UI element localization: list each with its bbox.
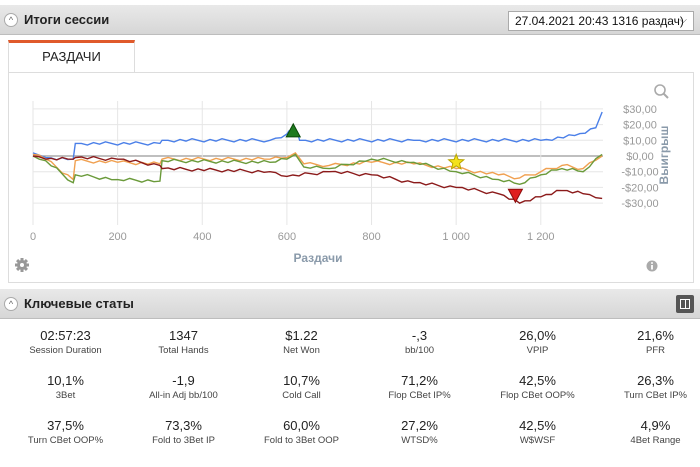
series-line <box>32 155 603 204</box>
stat-cell: 42,5% W$WSF <box>479 418 596 446</box>
stat-cell: 60,0% Fold to 3Bet OOP <box>243 418 360 446</box>
stat-value: 42,5% <box>519 418 556 433</box>
max-marker-triangle-up <box>285 122 302 138</box>
stat-cell: -,3 bb/100 <box>361 328 478 356</box>
stat-cell: 42,5% Flop CBet OOP% <box>479 373 596 401</box>
key-stats-title: Ключевые статы <box>24 296 134 311</box>
stat-cell: 1347 Total Hands <box>125 328 242 356</box>
stat-value: $1.22 <box>285 328 318 343</box>
stat-label: Flop CBet IP% <box>388 390 451 401</box>
stat-value: 1347 <box>169 328 198 343</box>
y-tick-label: $30,00 <box>623 104 657 116</box>
stat-label: VPIP <box>526 345 549 356</box>
x-tick-label: 400 <box>193 231 211 243</box>
x-tick-label: 1 200 <box>527 231 555 243</box>
stat-label: Turn CBet IP% <box>623 390 687 401</box>
stat-label: Turn CBet OOP% <box>27 435 104 446</box>
layout-toggle-icon[interactable] <box>676 295 694 313</box>
stat-value: 73,3% <box>165 418 202 433</box>
tab-bar: РАЗДАЧИ <box>8 40 694 73</box>
session-summary-title: Итоги сессии <box>24 12 110 27</box>
y-tick-label: -$10,00 <box>621 167 658 179</box>
info-icon[interactable] <box>646 260 658 272</box>
stat-cell: 02:57:23 Session Duration <box>7 328 124 356</box>
chevron-down-icon: ⌵ <box>679 15 687 26</box>
gear-icon[interactable] <box>15 258 29 272</box>
chart-panel <box>8 73 694 283</box>
stat-label: W$WSF <box>519 435 556 446</box>
key-stats-header: ^ Ключевые статы <box>0 289 700 319</box>
stat-value: 42,5% <box>519 373 556 388</box>
stat-label: Net Won <box>283 345 320 356</box>
session-select[interactable]: 27.04.2021 20:43 1316 раздач) ⌵ <box>508 11 694 31</box>
stat-value: 02:57:23 <box>40 328 91 343</box>
stat-value: 21,6% <box>637 328 674 343</box>
stat-value: 4,9% <box>640 418 671 433</box>
session-select-value: 27.04.2021 20:43 1316 раздач) <box>515 14 684 28</box>
stat-value: -,3 <box>411 328 428 343</box>
x-tick-label: 1 000 <box>442 231 470 243</box>
y-tick-label: $20,00 <box>623 120 657 132</box>
stat-label: Session Duration <box>29 345 102 356</box>
stat-label: WTSD% <box>401 435 438 446</box>
stat-cell: -1,9 All-in Adj bb/100 <box>125 373 242 401</box>
star-marker <box>447 152 466 170</box>
session-summary-header: ^ Итоги сессии 27.04.2021 20:43 1316 раз… <box>0 5 700 35</box>
winnings-chart: $30,00 $20,00 $10,00 $0,00 -$10,00 -$20,00 -$3… <box>15 84 671 272</box>
stat-label: PFR <box>646 345 665 356</box>
stat-cell: 71,2% Flop CBet IP% <box>361 373 478 401</box>
x-tick-label: 800 <box>362 231 380 243</box>
x-tick-label: 200 <box>108 231 126 243</box>
chart-series <box>32 111 603 204</box>
stat-label: Cold Call <box>282 390 321 401</box>
stat-label: All-in Adj bb/100 <box>149 390 218 401</box>
series-line <box>32 111 603 161</box>
magnifier-icon[interactable] <box>654 84 669 99</box>
stat-cell: 10,7% Cold Call <box>243 373 360 401</box>
stat-value: 26,3% <box>637 373 674 388</box>
collapse-chevron-up-icon[interactable]: ^ <box>4 13 18 27</box>
stat-cell: 26,3% Turn CBet IP% <box>597 373 700 401</box>
stat-value: -1,9 <box>172 373 195 388</box>
stat-label: 4Bet Range <box>630 435 681 446</box>
tab-hands-label: РАЗДАЧИ <box>42 49 101 64</box>
stat-value: 71,2% <box>401 373 438 388</box>
stat-cell: 26,0% VPIP <box>479 328 596 356</box>
stat-cell: 10,1% 3Bet <box>7 373 124 401</box>
stat-label: Fold to 3Bet OOP <box>264 435 339 446</box>
stat-label: Fold to 3Bet IP <box>152 435 215 446</box>
tab-hands[interactable]: РАЗДАЧИ <box>8 40 135 72</box>
collapse-chevron-up-icon[interactable]: ^ <box>4 297 18 311</box>
series-line <box>32 151 603 181</box>
stat-cell: 21,6% PFR <box>597 328 700 356</box>
y-tick-label: -$30,00 <box>621 198 658 210</box>
stat-label: Flop CBet OOP% <box>500 390 575 401</box>
stat-value: 10,1% <box>47 373 84 388</box>
chart-ticks: $30,00 $20,00 $10,00 $0,00 -$10,00 -$20,00 -$3… <box>30 104 659 243</box>
stat-value: 10,7% <box>283 373 320 388</box>
series-line <box>32 153 603 186</box>
y-tick-label: $10,00 <box>623 135 657 147</box>
x-tick-label: 0 <box>30 231 36 243</box>
stat-value: 37,5% <box>47 418 84 433</box>
stat-cell: 4,9% 4Bet Range <box>597 418 700 446</box>
stat-label: bb/100 <box>404 345 435 356</box>
stat-value: 27,2% <box>401 418 438 433</box>
stat-value: 60,0% <box>283 418 320 433</box>
stat-cell: $1.22 Net Won <box>243 328 360 356</box>
y-tick-label: $0,00 <box>626 151 654 163</box>
y-tick-label: -$20,00 <box>621 182 658 194</box>
stat-value: 26,0% <box>519 328 556 343</box>
min-marker-triangle-down <box>507 188 524 204</box>
stat-label: 3Bet <box>55 390 76 401</box>
stat-label: Total Hands <box>158 345 209 356</box>
chart-grid <box>32 101 603 225</box>
chart-markers <box>285 122 524 204</box>
x-axis-label: Раздачи <box>294 251 343 265</box>
stat-cell: 73,3% Fold to 3Bet IP <box>125 418 242 446</box>
x-tick-label: 600 <box>278 231 296 243</box>
stat-cell: 27,2% WTSD% <box>361 418 478 446</box>
stat-cell: 37,5% Turn CBet OOP% <box>7 418 124 446</box>
y-axis-label: Выигрыш <box>657 126 671 185</box>
